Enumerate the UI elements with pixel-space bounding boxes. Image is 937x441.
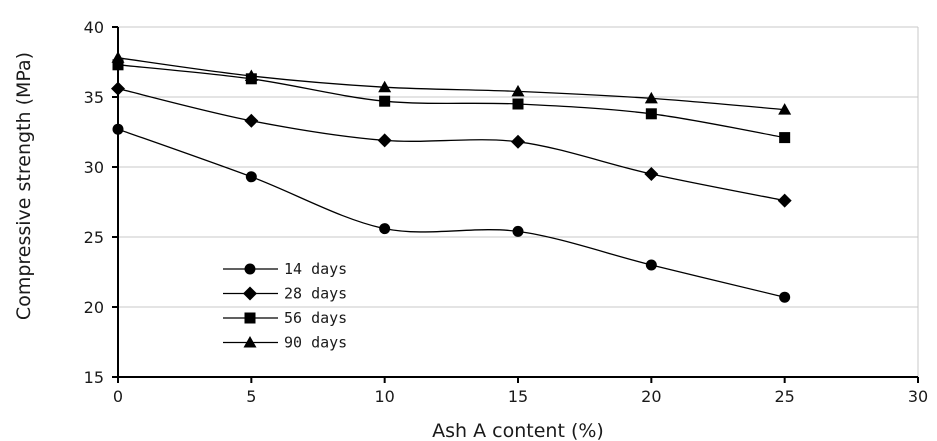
data-point [512,225,524,237]
legend-item: 90 days [223,334,347,352]
series-line [117,87,785,202]
x-tick-label: 15 [508,387,528,406]
data-point [379,95,391,107]
data-point [379,223,391,235]
legend-label: 28 days [284,285,347,303]
data-point [244,69,258,81]
series-line [117,128,785,298]
legend-marker [243,286,257,301]
data-point [779,291,791,303]
data-point [511,84,525,97]
y-axis-title: Compressive strength (MPa) [13,52,35,320]
data-point [377,133,392,148]
series-90-days [111,51,792,115]
data-point [779,132,791,144]
legend-item: 56 days [223,309,347,327]
series-line [117,57,785,111]
data-point [244,113,259,128]
legend-label: 90 days [284,334,347,352]
data-point [378,80,392,93]
series-line [117,64,785,139]
legend-marker [243,336,257,348]
data-point [512,98,524,110]
x-tick-label: 0 [113,387,123,406]
x-tick-label: 20 [641,387,661,406]
y-tick-label: 40 [84,18,104,37]
legend-item: 14 days [223,260,347,278]
x-tick-label: 10 [374,387,394,406]
x-tick-label: 25 [774,387,794,406]
data-point [112,59,124,71]
data-point [644,167,659,181]
series [111,51,792,303]
legend-marker [244,312,256,324]
data-point [112,123,124,135]
data-point [644,91,658,104]
legend: 14 days 28 days 56 days 90 days [223,260,347,352]
data-point [111,81,125,96]
x-axis-title: Ash A content (%) [432,420,604,441]
data-point [245,171,257,183]
y-tick-label: 25 [84,228,104,247]
tick-labels: 15 20 25 30 35 40 0 5 10 15 20 25 30 [84,18,929,406]
axes [117,27,918,378]
y-tick-label: 30 [84,158,104,177]
data-point [645,108,657,120]
series-28-days [111,81,792,208]
y-tick-label: 20 [84,298,104,317]
x-tick-label: 30 [908,387,928,406]
legend-marker [244,263,256,275]
data-point [778,103,792,115]
data-point [777,193,792,208]
legend-item: 28 days [223,285,347,303]
legend-label: 56 days [284,309,347,327]
y-tick-label: 35 [84,88,104,107]
data-point [511,134,525,149]
data-point [111,51,125,63]
legend-label: 14 days [284,260,347,278]
data-point [645,259,657,271]
x-tick-label: 5 [246,387,256,406]
y-tick-label: 15 [84,368,104,387]
series-14-days [112,123,791,303]
gridlines [118,26,919,377]
